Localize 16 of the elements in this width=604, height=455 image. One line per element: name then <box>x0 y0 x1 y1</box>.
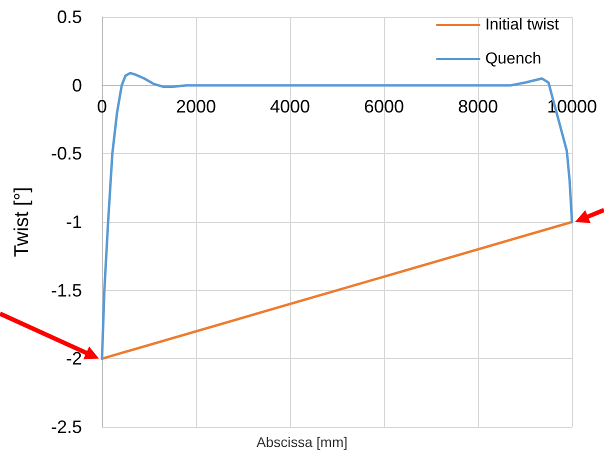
y-tick-label: 0 <box>72 75 82 96</box>
x-tick-label: 4000 <box>270 96 310 116</box>
x-axis-title: Abscissa [mm] <box>256 434 348 450</box>
y-tick-label: -1.5 <box>50 280 82 300</box>
y-tick-label: 0.5 <box>56 7 82 27</box>
x-tick-label: 2000 <box>176 96 216 116</box>
legend-label: Initial twist <box>485 16 560 34</box>
y-tick-label: -1 <box>66 212 82 232</box>
x-tick-label: 0 <box>96 96 108 116</box>
legend-label: Quench <box>485 50 542 68</box>
y-tick-label: -2.5 <box>50 417 82 437</box>
y-tick-label: -0.5 <box>50 144 82 164</box>
x-tick-label: 8000 <box>458 96 498 116</box>
y-tick-label: -2 <box>66 348 82 369</box>
y-axis-title: Twist [°] <box>11 186 33 258</box>
x-tick-label: 6000 <box>364 96 404 116</box>
